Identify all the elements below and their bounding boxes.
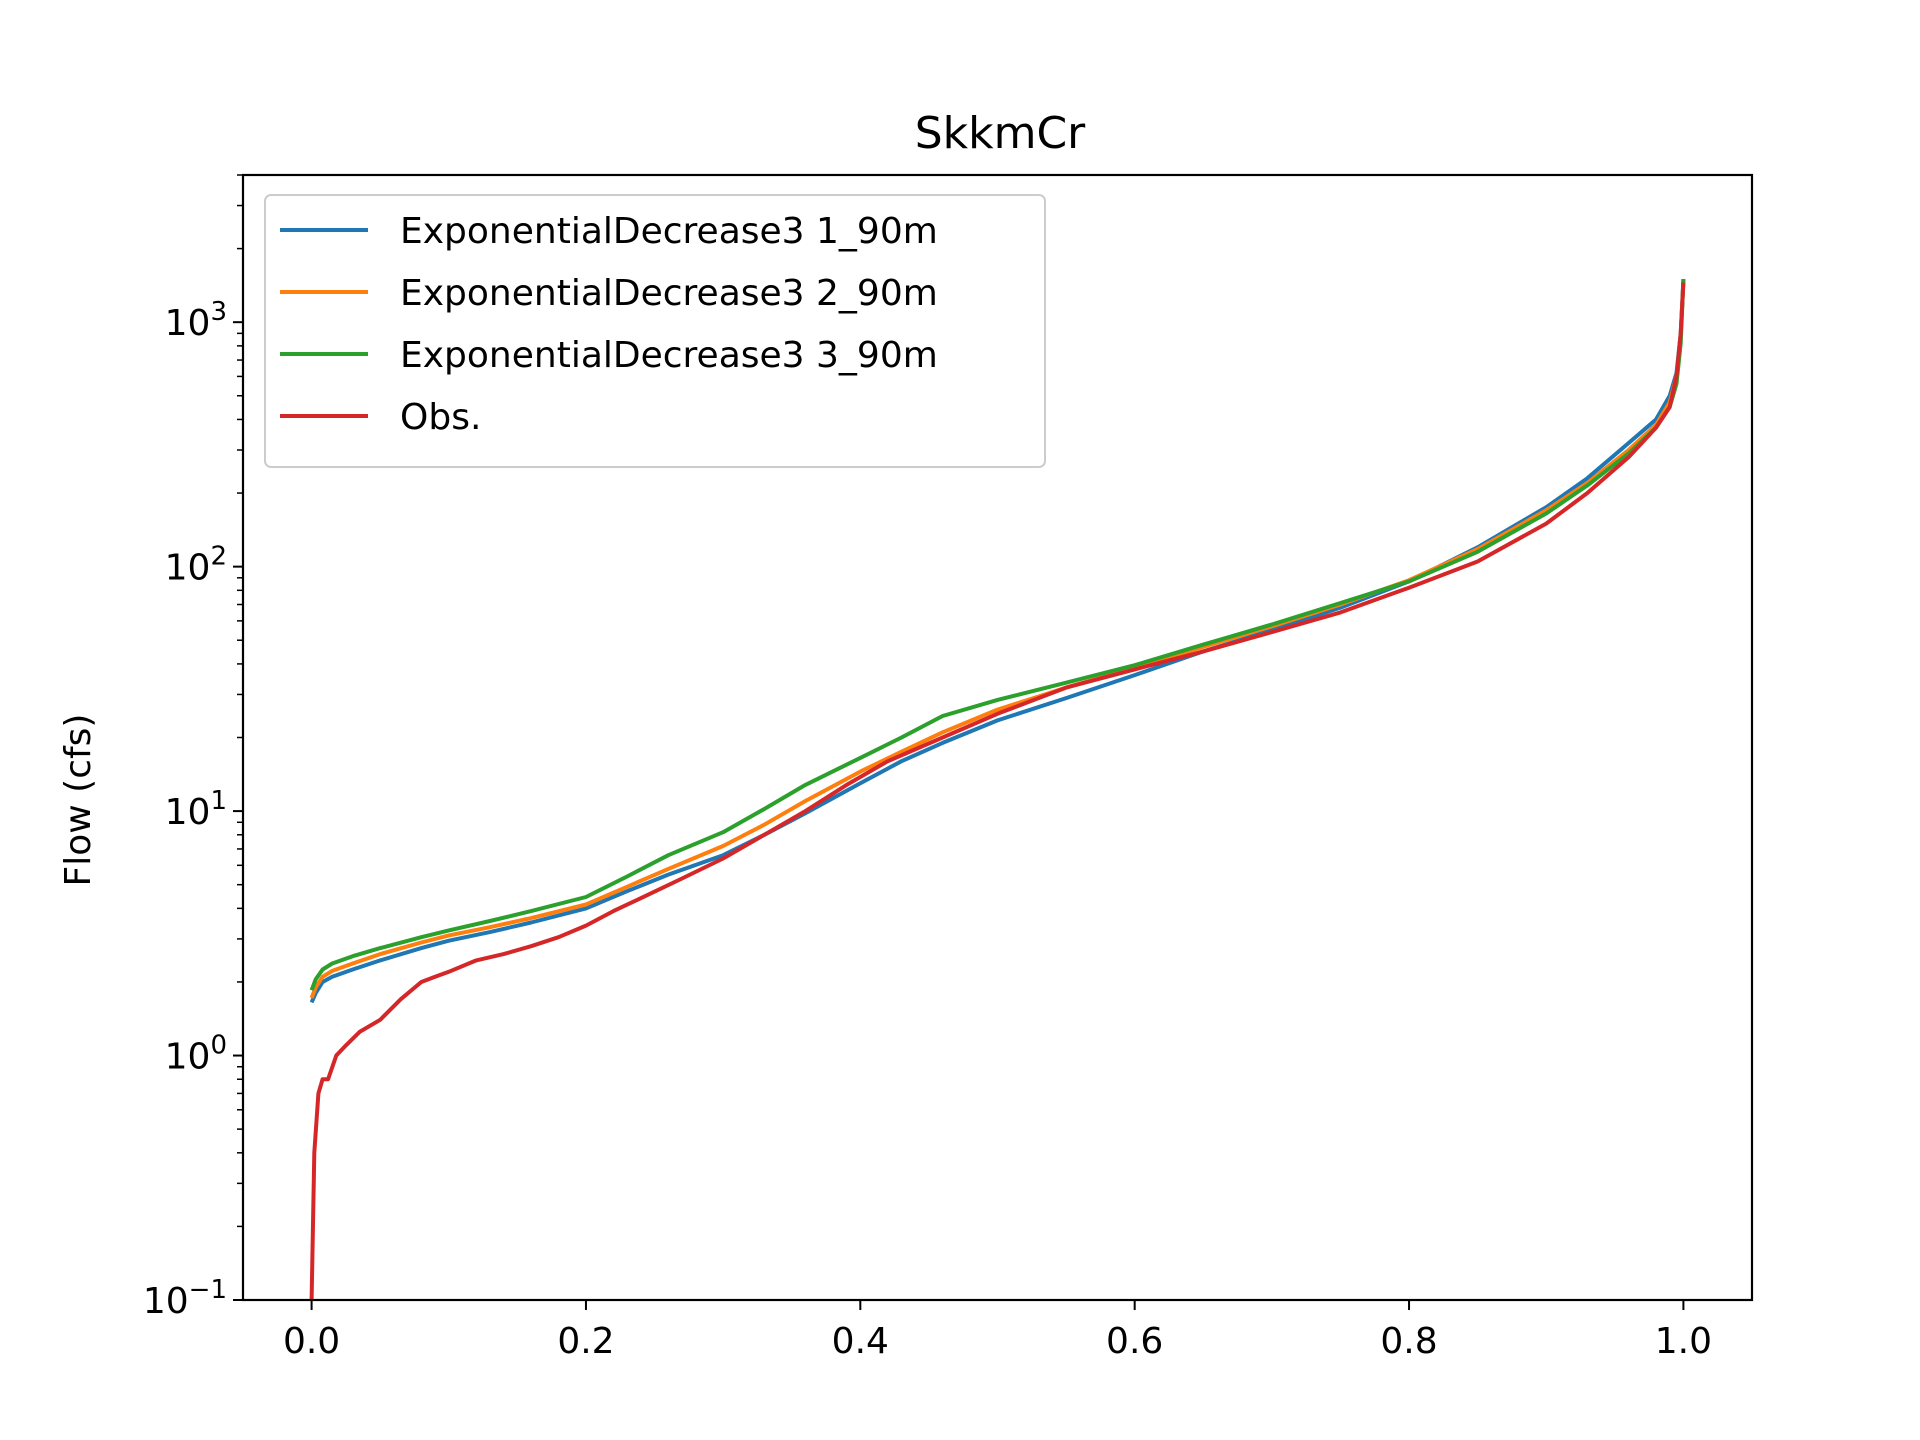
x-tick-label: 0.2 xyxy=(557,1321,614,1362)
series-line-1 xyxy=(309,279,1686,1004)
x-tick-label: 0.6 xyxy=(1106,1321,1163,1362)
y-axis-label: Flow (cfs) xyxy=(58,714,99,887)
y-tick-label: 103 xyxy=(165,297,227,344)
ticks-layer: 0.0 0.2 0.4 0.6 0.8 1.0 10−1 100 101 102 103 xyxy=(143,174,1712,1362)
x-tick-label: 1.0 xyxy=(1655,1321,1712,1362)
y-tick-label: 102 xyxy=(165,542,227,589)
series-line-4 xyxy=(309,282,1686,1301)
series-line-3 xyxy=(309,279,1686,991)
legend-label-2: ExponentialDecrease3 2_90m xyxy=(400,273,938,314)
x-tick-label: 0.0 xyxy=(283,1321,340,1362)
x-tick-label: 0.4 xyxy=(832,1321,889,1362)
legend-label-3: ExponentialDecrease3 3_90m xyxy=(400,335,938,376)
y-tick-label: 100 xyxy=(165,1031,227,1078)
y-tick-label: 10−1 xyxy=(143,1275,227,1322)
series-layer xyxy=(309,279,1686,1301)
legend-label-4: Obs. xyxy=(400,397,481,438)
legend: ExponentialDecrease3 1_90m ExponentialDec… xyxy=(264,194,1046,468)
legend-label-1: ExponentialDecrease3 1_90m xyxy=(400,211,938,252)
series-line-2 xyxy=(309,280,1686,999)
legend-box xyxy=(264,194,1046,468)
y-tick-label: 101 xyxy=(165,786,227,833)
plot-frame xyxy=(241,173,1754,1302)
x-tick-label: 0.8 xyxy=(1380,1321,1437,1362)
chart-title: SkkmCr xyxy=(915,108,1086,159)
